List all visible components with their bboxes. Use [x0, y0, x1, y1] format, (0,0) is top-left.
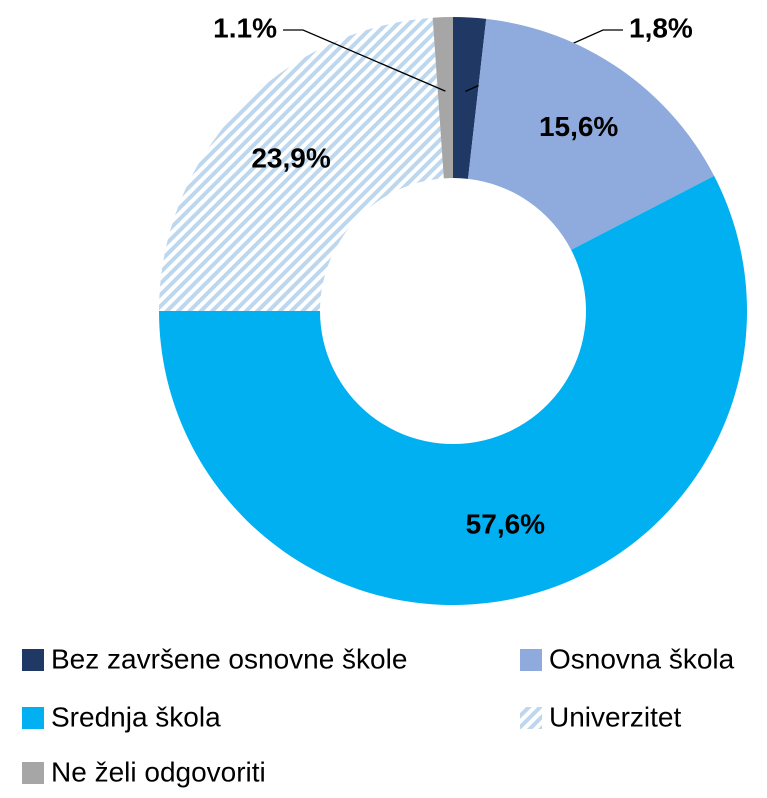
legend-marker	[520, 707, 542, 729]
legend-marker	[22, 649, 44, 671]
value-label: 1,8%	[629, 12, 693, 43]
value-label: 1.1%	[213, 12, 277, 43]
value-label: 15,6%	[539, 111, 618, 142]
leader-line	[283, 29, 446, 92]
legend-label: Ne želi odgovoriti	[51, 756, 266, 787]
legend-marker	[22, 762, 44, 784]
legend-label: Bez završene osnovne škole	[51, 643, 407, 674]
legend-label: Srednja škola	[51, 701, 221, 732]
donut-slice	[453, 17, 487, 179]
value-label: 57,6%	[466, 509, 545, 540]
legend-label: Osnovna škola	[549, 643, 735, 674]
legend-marker	[22, 707, 44, 729]
value-label: 23,9%	[251, 142, 330, 173]
legend-marker	[520, 649, 542, 671]
legend-label: Univerzitet	[549, 701, 681, 732]
donut-slice	[468, 18, 715, 250]
donut-slice	[432, 17, 453, 179]
donut-slice	[159, 175, 747, 606]
donut-slice	[159, 17, 444, 311]
